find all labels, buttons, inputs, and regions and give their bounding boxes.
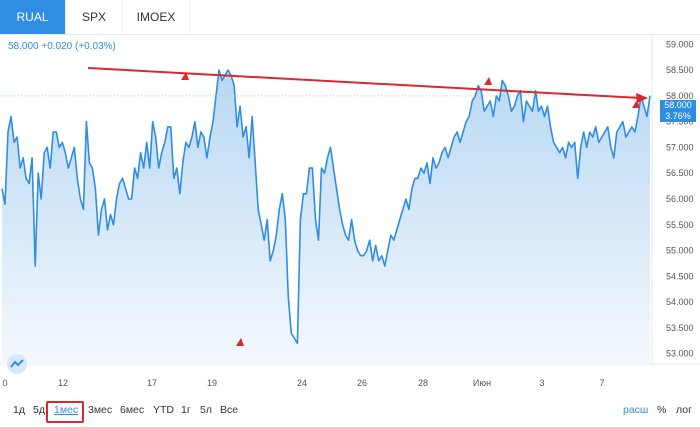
x-tick-label: 3 [539,378,544,388]
y-tick-label: 53.000 [666,349,694,359]
percent-toggle[interactable]: % [657,404,667,416]
period-5d[interactable]: 5д [33,404,45,416]
high-marker-2 [484,77,492,85]
y-tick-label: 53.500 [666,323,694,333]
x-tick-label: 24 [297,378,307,388]
high-marker-3 [632,100,640,108]
y-tick-label: 56.000 [666,194,694,204]
tab-rual[interactable]: RUAL [0,0,66,34]
period-1y[interactable]: 1г [181,404,191,416]
period-3m[interactable]: 3мес [88,404,113,416]
low-marker [236,338,244,346]
y-tick-label: 55.000 [666,246,694,256]
y-tick-label: 59.000 [666,39,694,49]
current-price-change: 3.76% [665,111,691,121]
high-marker-1 [181,72,189,80]
y-tick-label: 58.500 [666,65,694,75]
tab-spx[interactable]: SPX [66,0,123,34]
current-price-value: 58.000 [664,100,692,110]
y-tick-label: 57.000 [666,142,694,152]
trendline-arrowhead [636,93,648,103]
x-tick-label: 7 [599,378,604,388]
x-tick-label: 17 [147,378,157,388]
period-6m[interactable]: 6мес [120,404,145,416]
period-5y[interactable]: 5л [200,404,212,416]
log-toggle[interactable]: лог [676,404,692,416]
y-tick-label: 56.500 [666,168,694,178]
autoscale-toggle[interactable]: расш [623,404,649,416]
period-all[interactable]: Все [220,404,239,416]
period-1d[interactable]: 1д [13,404,25,416]
period-1m[interactable]: 1мес [54,404,79,416]
x-tick-label: 26 [357,378,367,388]
period-highlight-box [46,401,84,423]
y-tick-label: 54.500 [666,271,694,281]
price-area [2,70,650,364]
x-tick-label: 0 [2,378,7,388]
tradingview-logo-icon [7,354,27,374]
y-tick-label: 58.000 [666,91,694,101]
period-selector: 1д 5д 1мес 3мес 6мес YTD 1г 5л Все расш … [0,398,700,427]
y-tick-label: 55.500 [666,220,694,230]
x-tick-label: 28 [418,378,428,388]
x-tick-label: 19 [207,378,217,388]
resistance-trendline [87,67,641,99]
current-price-badge: 58.000 3.76% [660,100,696,122]
y-tick-label: 54.000 [666,297,694,307]
symbol-tabs: RUAL SPX IMOEX [0,0,700,35]
price-chart[interactable]: 59.00058.50058.00057.50057.00056.50056.0… [0,34,700,398]
x-tick-label: 12 [58,378,68,388]
quote-line: 58.000 +0.020 (+0.03%) [8,41,116,52]
x-tick-label: Июн [473,378,491,388]
price-line [1,69,651,345]
period-ytd[interactable]: YTD [153,404,174,416]
tab-imoex[interactable]: IMOEX [123,0,190,34]
